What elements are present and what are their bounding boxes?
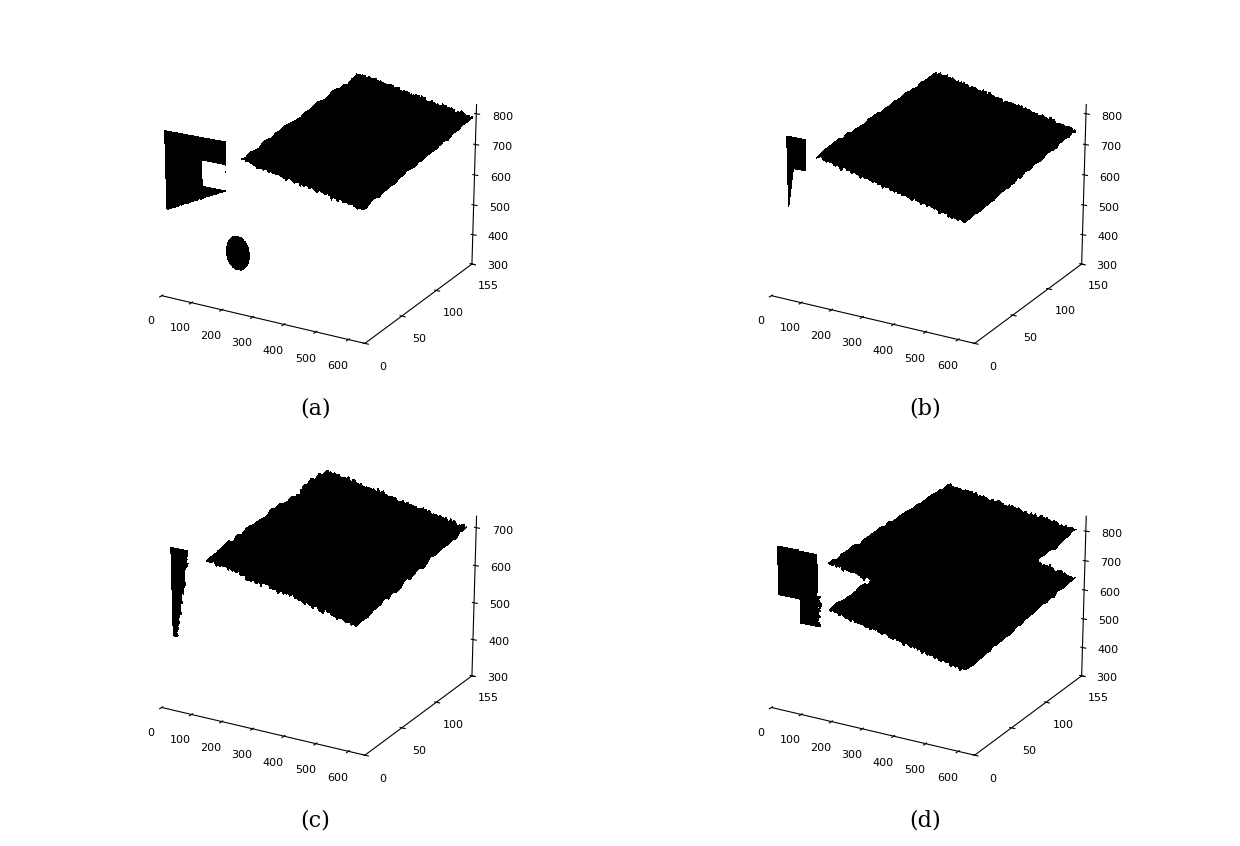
- Text: (a): (a): [300, 398, 330, 420]
- Text: (c): (c): [300, 810, 330, 832]
- Text: (d): (d): [909, 810, 941, 832]
- Text: (b): (b): [909, 398, 941, 420]
